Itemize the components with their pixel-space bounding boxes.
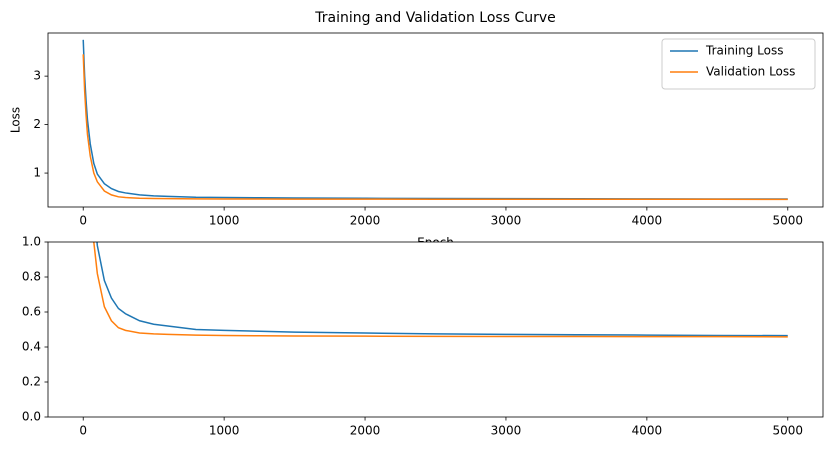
loss-line [93, 242, 788, 338]
x-tick-label: 4000 [632, 214, 663, 228]
x-tick-label: 0 [79, 424, 87, 438]
legend-box [661, 38, 816, 90]
x-tick-label: 4000 [632, 424, 663, 438]
x-tick-label: 2000 [350, 424, 381, 438]
x-tick-label: 0 [79, 214, 87, 228]
axes-background [48, 242, 823, 417]
x-tick-label: 1000 [209, 424, 240, 438]
x-tick-label: 2000 [350, 214, 381, 228]
y-tick-label: 0.6 [22, 305, 41, 319]
y-tick-label: 2 [33, 117, 41, 131]
axes-frame [47, 241, 824, 418]
y-axis-label: Loss [9, 107, 23, 133]
y-tick-label: 0.4 [22, 340, 41, 354]
x-tick-label: 3000 [491, 424, 522, 438]
legend-label: Training Loss [705, 44, 783, 58]
axes: 0 1000 2000 3000 4000 5000 1 2 3 Training and Val… [9, 10, 824, 250]
axes-frame [47, 32, 824, 208]
x-tick-label: 1000 [209, 214, 240, 228]
chart-title: Training and Validation Loss Curve [314, 10, 556, 26]
loss-line [82, 54, 788, 201]
legend-label: Validation Loss [706, 65, 795, 79]
y-tick-label: 0.2 [22, 375, 41, 389]
axes: 0 1000 2000 3000 4000 5000 0.0 0.2 0.4 0.6 0.8 1.0 [22, 235, 824, 438]
loss-line [96, 242, 788, 337]
y-tick-label: 0.0 [22, 410, 41, 424]
y-tick-label: 1 [33, 166, 41, 180]
x-tick-label: 5000 [772, 424, 803, 438]
x-tick-label: 5000 [772, 214, 803, 228]
y-tick-label: 0.8 [22, 270, 41, 284]
x-tick-label: 3000 [491, 214, 522, 228]
y-tick-label: 3 [33, 69, 41, 83]
y-tick-label: 1.0 [22, 235, 41, 249]
